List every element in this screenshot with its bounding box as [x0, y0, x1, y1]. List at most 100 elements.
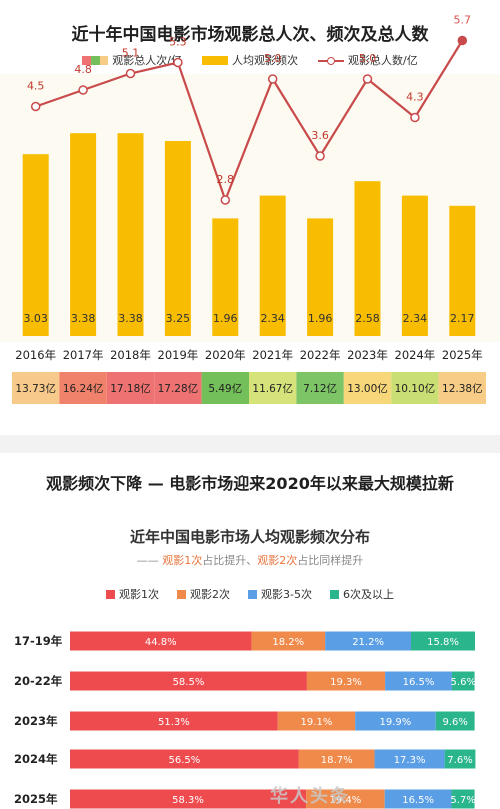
x-tick-label: 2016年: [15, 348, 56, 362]
green-square-icon: [329, 590, 339, 599]
multicolor-swatch-icon: [82, 55, 109, 65]
distribution-segment-label: 19.4%: [330, 795, 362, 806]
distribution-segment: [451, 671, 475, 691]
distribution-segment-label: 5.6%: [451, 677, 476, 688]
distribution-segment: [374, 749, 445, 769]
people-times-cell: [201, 372, 249, 404]
distribution-segment: [411, 631, 475, 651]
distribution-segment-label: 17.3%: [394, 755, 426, 766]
distribution-segment-label: 58.5%: [173, 677, 205, 688]
distribution-segment: [384, 789, 452, 809]
x-tick-label: 2019年: [158, 348, 199, 362]
distribution-segment: [277, 711, 356, 731]
total-people-point: [267, 74, 278, 84]
orange-square-icon: [177, 590, 187, 599]
chart2-subtitle: —— 观影1次占比提升、观影2次占比同样提升: [0, 552, 500, 568]
frequency-bar-label: 3.38: [118, 312, 143, 325]
distribution-segment: [70, 789, 307, 809]
subtitle-suffix: 占比同样提升: [297, 554, 364, 567]
line-marker-icon: [318, 56, 344, 65]
legend-item-six-plus: 6次及以上: [329, 586, 394, 602]
distribution-segment: [451, 789, 475, 809]
frequency-bar: [212, 218, 239, 336]
yellow-swatch-icon: [202, 55, 228, 65]
red-square-icon: [106, 590, 116, 599]
x-tick-label: 2025年: [442, 348, 483, 362]
subtitle-prefix: ——: [136, 554, 163, 567]
distribution-segment: [435, 711, 475, 731]
frequency-bar: [259, 195, 286, 336]
people-times-cell: [249, 372, 297, 404]
legend-item-once: 观影1次: [106, 586, 159, 602]
frequency-bar-label: 3.03: [23, 312, 48, 325]
total-people-point: [30, 101, 41, 112]
distribution-segment-label: 5.7%: [450, 795, 475, 806]
distribution-segment-label: 9.6%: [442, 717, 467, 728]
frequency-bar: [22, 154, 49, 336]
people-times-value: 10.10亿: [395, 382, 436, 395]
legend-label-twice: 观影2次: [190, 588, 231, 601]
watermark-logo: 华人头条: [270, 786, 350, 807]
distribution-segment: [306, 789, 385, 809]
distribution-segment: [325, 631, 412, 651]
chart2-legend: 观影1次 观影2次 观影3-5次 6次及以上: [0, 586, 500, 602]
people-times-value: 12.38亿: [442, 382, 483, 395]
distribution-segment-label: 19.3%: [330, 677, 362, 688]
people-times-value: 11.67亿: [252, 382, 293, 395]
distribution-segment: [298, 749, 375, 769]
total-people-point: [362, 74, 373, 84]
people-times-value: 17.28亿: [158, 382, 199, 395]
total-people-label: 3.6: [311, 129, 329, 142]
legend-label-once: 观影1次: [119, 588, 160, 601]
people-times-cell: [343, 372, 392, 404]
frequency-bar-label: 1.96: [213, 312, 238, 325]
x-tick-label: 2018年: [110, 348, 151, 362]
distribution-segment-label: 51.3%: [158, 717, 190, 728]
frequency-bar: [354, 181, 381, 336]
distribution-segment-label: 18.7%: [321, 755, 353, 766]
frequency-bar-label: 3.38: [71, 312, 96, 325]
row-label: 2024年: [14, 752, 58, 766]
total-people-point: [457, 35, 468, 46]
frequency-bar: [401, 195, 428, 336]
subtitle-highlight-2: 观影2次: [257, 554, 298, 567]
people-times-value: 7.12亿: [303, 382, 337, 395]
distribution-segment: [70, 711, 278, 731]
total-people-label: 4.3: [406, 91, 424, 104]
distribution-segment-label: 58.3%: [172, 795, 204, 806]
x-tick-label: 2020年: [205, 348, 246, 362]
distribution-segment-label: 19.1%: [301, 717, 333, 728]
people-times-cell: [438, 372, 486, 404]
people-times-cell: [12, 372, 60, 404]
people-times-cell: [296, 372, 344, 404]
distribution-segment-label: 44.8%: [145, 637, 177, 648]
x-tick-label: 2022年: [300, 348, 341, 362]
people-times-value: 16.24亿: [63, 382, 104, 395]
chart1-legend: 观影总人次/亿 人均观影频次 观影总人数/亿: [0, 52, 500, 68]
distribution-segment-label: 56.5%: [169, 755, 201, 766]
total-people-point: [220, 195, 231, 205]
frequency-bar: [307, 218, 334, 336]
people-times-cell: [391, 372, 439, 404]
distribution-segment-label: 19.9%: [380, 717, 412, 728]
x-tick-label: 2024年: [395, 348, 436, 362]
legend-item-twice: 观影2次: [177, 586, 230, 602]
legend-label-frequency: 人均观影频次: [232, 54, 298, 67]
total-people-label: 5.3: [169, 36, 187, 49]
frequency-bar-label: 1.96: [308, 312, 333, 325]
blue-square-icon: [248, 590, 258, 599]
subtitle-highlight-1: 观影1次: [162, 554, 203, 567]
distribution-segment: [70, 749, 299, 769]
frequency-bar-label: 3.25: [166, 312, 191, 325]
distribution-segment: [70, 671, 307, 691]
distribution-segment: [444, 749, 476, 769]
total-people-point: [173, 57, 183, 68]
frequency-bar-label: 2.17: [450, 312, 475, 325]
section-divider: [0, 435, 500, 453]
people-times-value: 13.73亿: [15, 382, 56, 395]
distribution-segment: [70, 631, 252, 651]
legend-item-total-people: 观影总人数/亿: [318, 52, 418, 68]
total-people-line: [35, 39, 464, 204]
